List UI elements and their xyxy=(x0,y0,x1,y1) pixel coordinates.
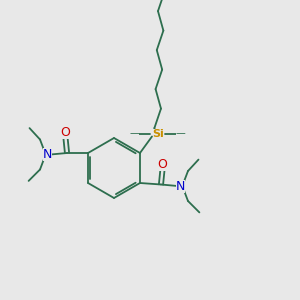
Text: N: N xyxy=(176,179,185,193)
Text: N: N xyxy=(43,148,52,161)
Text: —: — xyxy=(176,128,185,139)
Text: —: — xyxy=(130,128,140,139)
Text: Si: Si xyxy=(153,128,164,139)
Text: O: O xyxy=(158,158,167,171)
Text: O: O xyxy=(61,126,70,139)
